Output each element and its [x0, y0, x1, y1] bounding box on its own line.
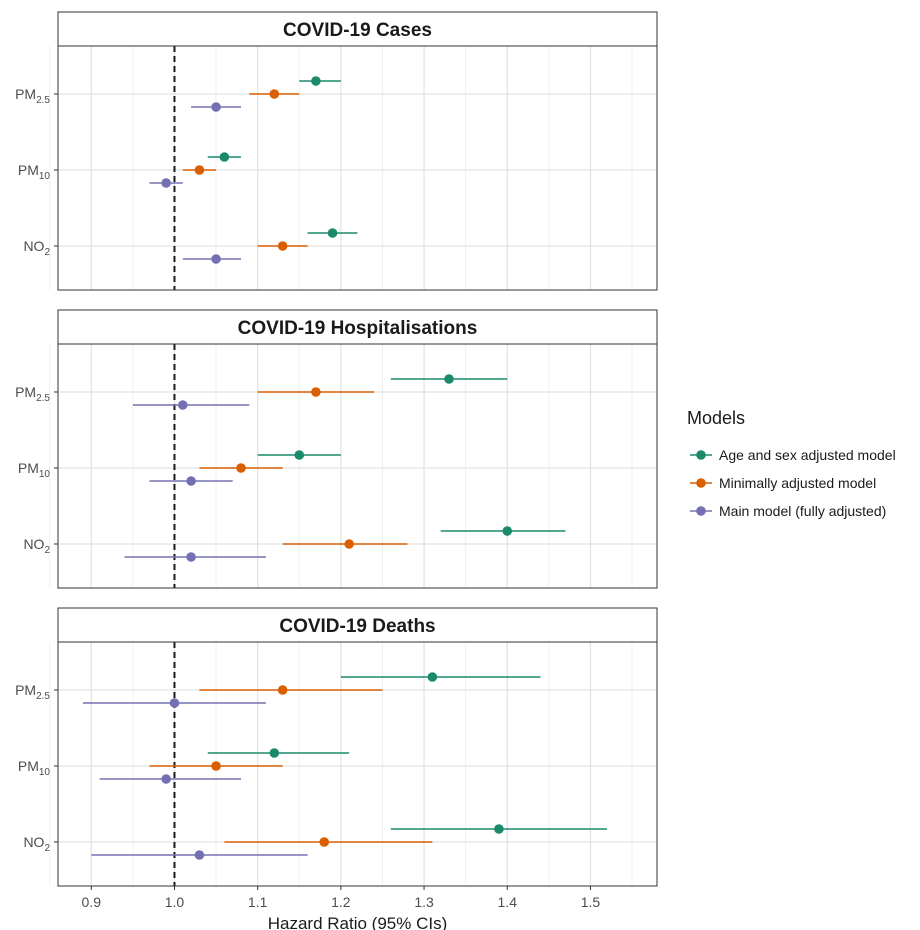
hr-point — [194, 165, 205, 175]
y-tick-label: PM2.5 — [15, 384, 50, 404]
x-tick-label: 1.3 — [414, 894, 434, 910]
legend: Models Age and sex adjusted model Minimall… — [687, 408, 896, 519]
hr-point — [186, 552, 196, 562]
x-tick-label: 1.4 — [498, 894, 518, 910]
y-tick-label: PM10 — [18, 460, 51, 480]
panel-border — [57, 343, 658, 589]
hr-point — [327, 228, 338, 238]
y-tick-label: PM10 — [18, 162, 51, 182]
hr-point — [211, 254, 221, 264]
legend-item: Minimally adjusted model — [690, 475, 876, 491]
y-tick-label: PM10 — [18, 758, 51, 778]
y-tick-label: NO2 — [23, 834, 50, 854]
legend-key-point — [696, 450, 706, 460]
x-tick-label: 1.1 — [248, 894, 268, 910]
x-tick-label: 0.9 — [82, 894, 102, 910]
legend-label: Minimally adjusted model — [719, 475, 876, 491]
y-tick-label: PM2.5 — [15, 682, 50, 702]
hr-point — [186, 476, 196, 486]
hr-point — [161, 178, 171, 188]
legend-key-point — [696, 478, 706, 488]
panel-title: COVID-19 Hospitalisations — [238, 318, 478, 339]
hr-point — [277, 685, 288, 695]
x-tick-label: 1.0 — [165, 894, 185, 910]
legend-title: Models — [687, 408, 745, 428]
hr-point — [494, 824, 504, 834]
hr-point — [344, 539, 354, 549]
hr-point — [294, 450, 305, 460]
hr-point — [177, 400, 188, 410]
legend-item: Age and sex adjusted model — [690, 447, 896, 463]
hr-point — [277, 241, 288, 251]
hr-point — [502, 526, 513, 536]
hr-point — [236, 463, 246, 473]
hr-point — [211, 761, 221, 771]
panel-border — [57, 641, 658, 887]
y-tick-label: NO2 — [23, 536, 50, 556]
panel-strip — [57, 11, 658, 47]
hr-point — [319, 837, 330, 847]
hr-point — [219, 152, 230, 162]
panel-1: COVID-19 Cases PM2.5 PM10 NO2 — [15, 11, 658, 291]
panel-3: COVID-19 Deaths PM2.5 PM10 NO2 0.9 1.0 1.1 1.2 1… — [15, 607, 658, 930]
panel-strip — [57, 607, 658, 643]
legend-item: Main model (fully adjusted) — [690, 503, 886, 519]
hr-point — [194, 850, 205, 860]
panel-2: COVID-19 Hospitalisations PM2.5 PM10 NO2 — [15, 309, 658, 589]
hr-point — [161, 774, 171, 784]
y-tick-label: NO2 — [23, 238, 50, 258]
hr-point — [169, 698, 180, 708]
x-tick-label: 1.5 — [581, 894, 601, 910]
x-tick-label: 1.2 — [331, 894, 351, 910]
hr-point — [211, 102, 221, 112]
hr-point — [311, 76, 321, 86]
hr-point — [444, 374, 454, 384]
panel-strip — [57, 309, 658, 345]
panel-title: COVID-19 Deaths — [279, 616, 435, 637]
y-tick-label: PM2.5 — [15, 86, 50, 106]
legend-label: Main model (fully adjusted) — [719, 503, 886, 519]
panel-border — [57, 45, 658, 291]
hr-point — [427, 672, 438, 682]
legend-key-point — [696, 506, 706, 516]
hr-point — [269, 748, 280, 758]
hr-point — [311, 387, 321, 397]
hr-point — [269, 89, 280, 99]
x-axis-label: Hazard Ratio (95% CIs) — [268, 914, 448, 930]
panel-title: COVID-19 Cases — [283, 20, 432, 41]
legend-label: Age and sex adjusted model — [719, 447, 896, 463]
